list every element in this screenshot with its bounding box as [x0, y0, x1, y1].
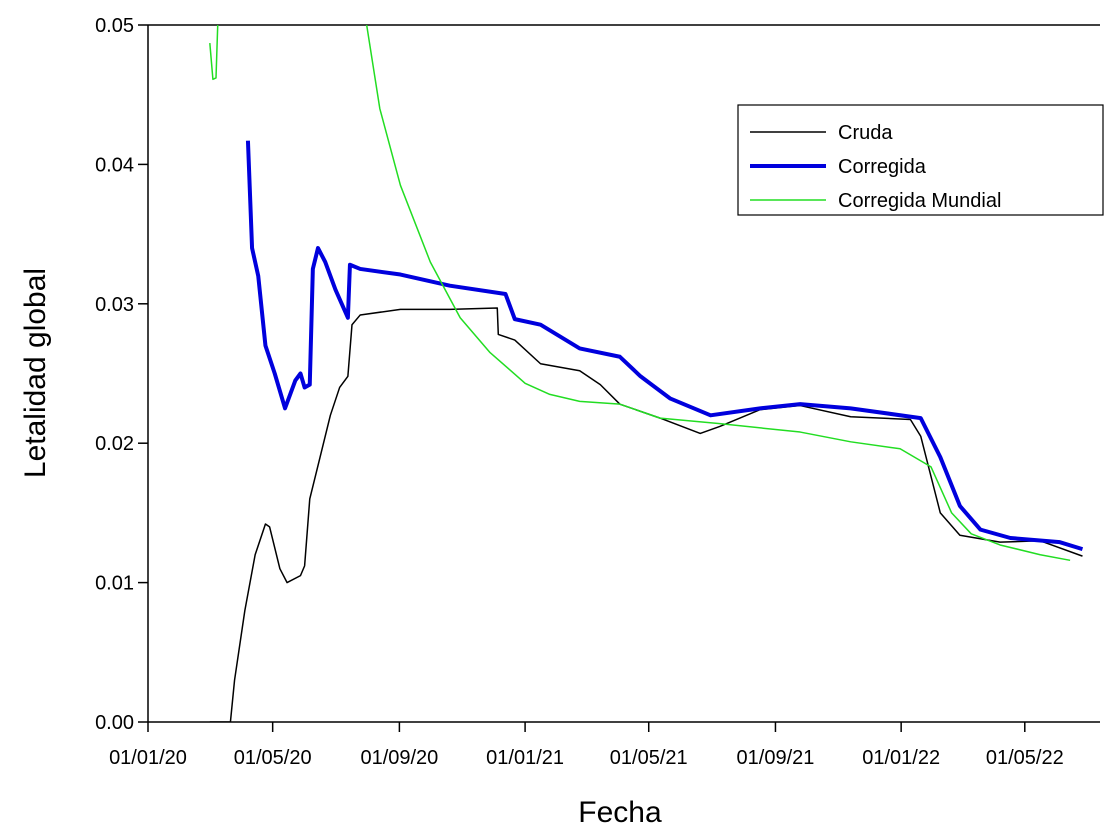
series-line — [209, 307, 1083, 722]
legend-label: Corregida Mundial — [838, 190, 1001, 212]
y-tick-label: 0.00 — [95, 712, 134, 734]
x-tick-label: 01/05/20 — [234, 747, 312, 769]
legend-label: Corregida — [838, 156, 927, 178]
x-tick-label: 01/01/21 — [486, 747, 564, 769]
series-line — [209, 25, 1071, 562]
y-axis-title: Letalidad global — [19, 268, 52, 478]
y-tick-label: 0.01 — [95, 573, 134, 595]
plot-area — [209, 25, 1084, 722]
y-tick-label: 0.05 — [95, 15, 134, 37]
x-tick-label: 01/09/21 — [737, 747, 815, 769]
legend-box — [737, 104, 1104, 216]
series-line — [245, 140, 1084, 552]
x-axis-title: Fecha — [578, 796, 662, 829]
y-tick-label: 0.04 — [95, 154, 134, 176]
y-tick-label: 0.02 — [95, 433, 134, 455]
legend-label: Cruda — [838, 122, 893, 144]
x-tick-label: 01/01/22 — [862, 747, 940, 769]
x-tick-label: 01/05/21 — [610, 747, 688, 769]
x-tick-label: 01/05/22 — [986, 747, 1064, 769]
x-tick-label: 01/09/20 — [360, 747, 438, 769]
x-tick-label: 01/01/20 — [109, 747, 187, 769]
y-tick-label: 0.03 — [95, 294, 134, 316]
